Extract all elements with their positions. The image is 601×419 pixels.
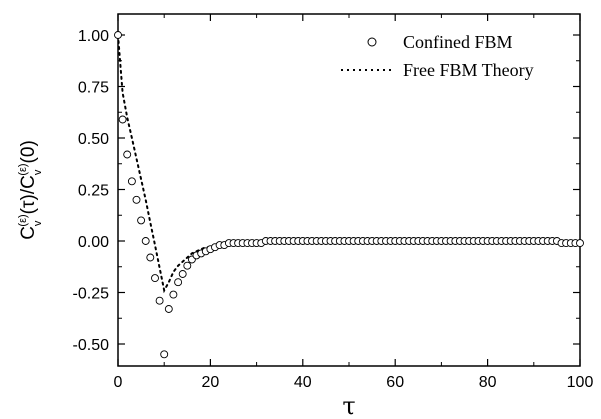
x-tick-label: 0 xyxy=(114,374,123,391)
data-point-confined-fbm xyxy=(174,278,183,287)
legend: Confined FBM Free FBM Theory xyxy=(341,32,534,80)
x-axis-tick-labels: 0 20 40 60 80 100 xyxy=(114,374,594,391)
series-line-free-fbm-theory xyxy=(117,34,581,294)
data-point-confined-fbm xyxy=(137,216,146,225)
data-point-confined-fbm xyxy=(164,305,173,313)
data-point-confined-fbm xyxy=(160,350,169,359)
data-point-confined-fbm xyxy=(178,270,187,278)
legend-marker-confined xyxy=(367,37,377,47)
data-point-confined-fbm xyxy=(123,150,132,159)
y-tick-label: -0.50 xyxy=(73,337,110,354)
data-point-confined-fbm xyxy=(114,31,122,39)
data-point-confined-fbm xyxy=(127,177,136,186)
x-tick-label: 60 xyxy=(386,374,404,391)
x-tick-label: 40 xyxy=(294,374,312,391)
data-point-confined-fbm xyxy=(132,195,141,204)
legend-label-confined: Confined FBM xyxy=(403,32,513,52)
y-axis-tick-labels: 1.00 0.75 0.50 0.25 0.00 -0.25 -0.50 xyxy=(73,28,110,354)
svg-text:Cv(ε)(τ)/Cv(ε)(0): Cv(ε)(τ)/Cv(ε)(0) xyxy=(17,140,44,240)
data-point-confined-fbm xyxy=(183,261,192,270)
data-point-confined-fbm xyxy=(576,239,584,248)
y-tick-label: 0.25 xyxy=(78,183,109,200)
y-axis-title: Cv(ε)(τ)/Cv(ε)(0) xyxy=(17,140,44,240)
series-layer xyxy=(114,31,584,359)
x-tick-label: 100 xyxy=(567,374,594,391)
y-tick-label: 1.00 xyxy=(78,28,109,45)
legend-label-theory: Free FBM Theory xyxy=(403,60,534,80)
y-axis-ticks xyxy=(118,34,580,345)
data-point-confined-fbm xyxy=(155,296,164,305)
data-point-confined-fbm xyxy=(169,290,178,299)
data-point-confined-fbm xyxy=(118,115,127,124)
x-tick-label: 20 xyxy=(202,374,220,391)
data-point-confined-fbm xyxy=(151,274,159,283)
y-tick-label: 0.75 xyxy=(78,80,109,97)
x-axis-ticks xyxy=(117,14,581,366)
y-tick-label: 0.50 xyxy=(78,131,109,148)
x-axis-title: τ xyxy=(342,392,355,419)
data-point-confined-fbm xyxy=(141,237,150,245)
y-tick-label: 0.00 xyxy=(78,234,109,251)
y-tick-label: -0.25 xyxy=(73,286,110,303)
data-point-confined-fbm xyxy=(146,253,155,262)
x-tick-label: 80 xyxy=(479,374,497,391)
